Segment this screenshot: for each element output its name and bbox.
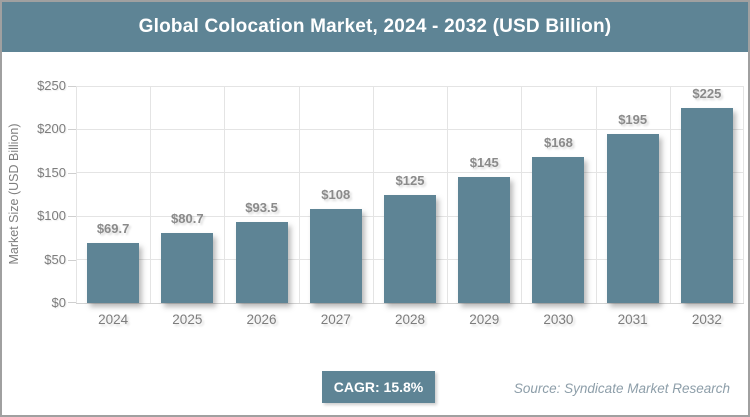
gridline-vertical xyxy=(743,86,744,303)
bar xyxy=(235,221,288,303)
gridline-vertical xyxy=(76,86,77,303)
bar-value-label: $69.7 xyxy=(96,220,130,236)
x-axis-labels: 2024 2025 2026 2027 2028 2029 2030 2031 2032 xyxy=(76,312,744,332)
cagr-badge: CAGR: 15.8% xyxy=(322,371,435,403)
y-tick-mark xyxy=(68,129,76,131)
gridline-horizontal xyxy=(76,128,744,130)
x-axis-label: 2027 xyxy=(320,312,351,327)
bar xyxy=(680,107,733,303)
gridline-vertical xyxy=(595,86,597,303)
bar-value-label: $108 xyxy=(321,187,351,203)
gridline-vertical xyxy=(224,86,226,303)
y-axis-ticks: $0 $50 $100 $150 $200 $250 xyxy=(2,78,66,310)
y-tick-mark xyxy=(68,86,76,87)
plot-area: $69.7 $80.7 $93.5 $108 $125 $145 $168 $195 $225 xyxy=(68,85,744,304)
bar xyxy=(309,209,362,303)
bar xyxy=(161,232,214,303)
bar-value-label: $80.7 xyxy=(171,210,204,226)
y-tick-mark xyxy=(68,216,76,218)
gridline-horizontal xyxy=(76,172,744,174)
bar-value-label: $195 xyxy=(618,111,648,127)
y-tick-label: $200 xyxy=(37,121,66,137)
gridline-vertical xyxy=(372,86,374,303)
bar-value-label: $168 xyxy=(543,135,573,151)
bar-value-label: $93.5 xyxy=(245,199,278,215)
x-axis-label: 2025 xyxy=(172,312,203,327)
x-axis-label: 2032 xyxy=(691,312,722,327)
gridline-vertical xyxy=(447,86,449,303)
y-tick-label: $0 xyxy=(51,295,66,310)
bar-value-label: $225 xyxy=(692,85,722,101)
gridline-vertical xyxy=(669,86,671,303)
y-tick-label: $250 xyxy=(37,78,66,93)
gridline-vertical xyxy=(150,86,152,303)
x-axis-label: 2029 xyxy=(469,312,500,327)
y-tick-mark xyxy=(68,172,76,174)
bar-value-label: $125 xyxy=(395,172,425,188)
gridline-vertical xyxy=(298,86,300,303)
source-text: Source: Syndicate Market Research xyxy=(513,381,730,396)
x-axis-label: 2030 xyxy=(543,312,574,327)
x-axis-label: 2024 xyxy=(98,312,129,327)
y-tick-mark xyxy=(68,259,76,261)
bar xyxy=(458,177,511,303)
bar xyxy=(532,157,585,303)
bar-value-label: $145 xyxy=(469,155,499,171)
bar xyxy=(606,133,659,303)
y-tick-label: $100 xyxy=(37,208,66,224)
y-tick-label: $50 xyxy=(44,251,66,267)
gridline-horizontal xyxy=(76,85,744,87)
x-axis-label: 2031 xyxy=(617,312,648,327)
x-axis-label: 2026 xyxy=(246,312,277,327)
bar xyxy=(384,194,436,303)
x-axis-label: 2028 xyxy=(394,312,425,327)
chart-title: Global Colocation Market, 2024 - 2032 (U… xyxy=(138,16,612,37)
bar xyxy=(87,242,140,303)
chart-title-bar: Global Colocation Market, 2024 - 2032 (U… xyxy=(2,2,748,52)
gridline-vertical xyxy=(521,86,523,303)
y-tick-mark xyxy=(68,302,76,303)
y-tick-label: $150 xyxy=(37,164,66,180)
